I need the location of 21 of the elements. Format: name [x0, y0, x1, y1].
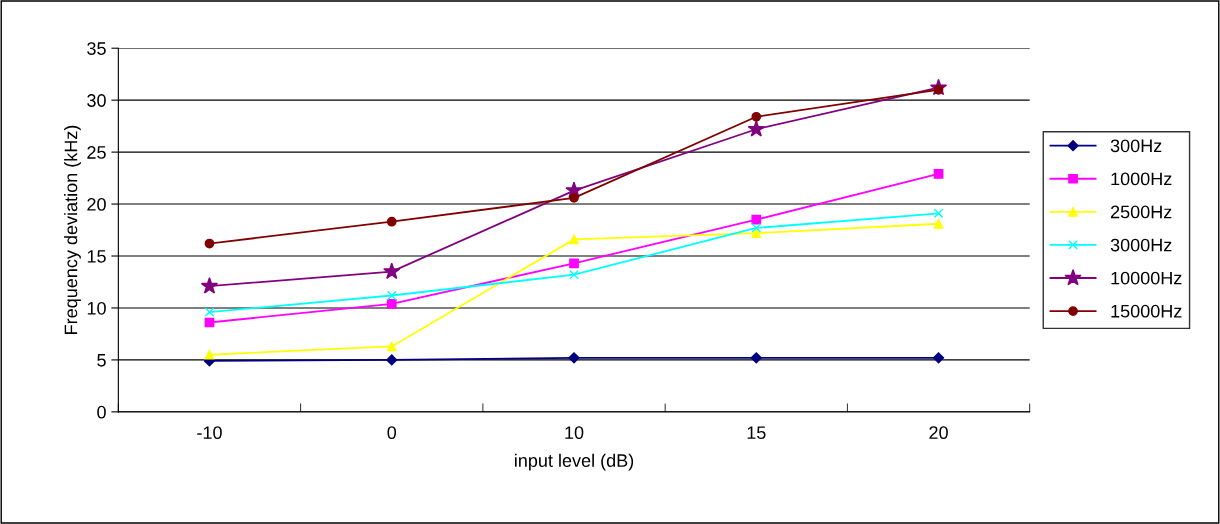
y-tick-label: 5	[97, 354, 106, 367]
x-tick-label: 0	[387, 426, 397, 440]
y-tick-label: 15	[87, 250, 106, 263]
legend-label: 2500Hz	[1110, 205, 1172, 219]
x-tick-label: 20	[929, 426, 948, 440]
x-axis-title: input level (dB)	[515, 453, 634, 471]
legend-label: 3000Hz	[1110, 238, 1172, 252]
y-axis-title: Frequency deviation (kHz)	[64, 125, 81, 334]
x-tick-label: -10	[197, 426, 222, 440]
y-tick-label: 10	[87, 301, 106, 315]
y-tick-label: 25	[87, 146, 106, 159]
y-tick-label: 20	[87, 198, 106, 211]
legend-label: 10000Hz	[1111, 271, 1182, 285]
legend-label: 15000Hz	[1111, 304, 1182, 318]
legend-label: 300Hz	[1110, 139, 1162, 153]
legend-label: 1000Hz	[1111, 172, 1172, 186]
x-tick-label: 10	[565, 426, 584, 440]
y-tick-label: 35	[87, 42, 106, 55]
y-tick-label: 0	[97, 405, 106, 419]
y-tick-label: 30	[87, 94, 106, 107]
x-tick-label: 15	[747, 426, 766, 440]
